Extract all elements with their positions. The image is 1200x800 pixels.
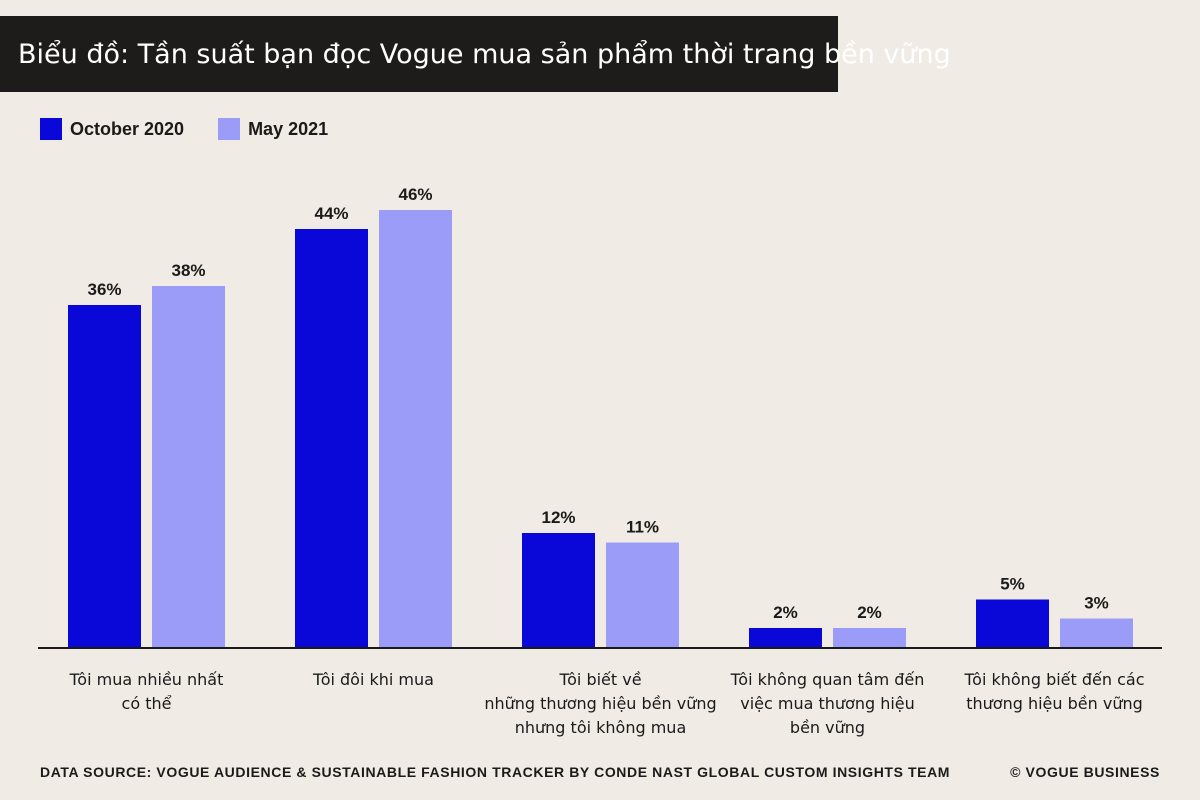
bar-may-2021-3 bbox=[606, 542, 679, 647]
data-label-may-2021-3: 11% bbox=[626, 518, 659, 537]
data-label-may-2021-1: 38% bbox=[171, 261, 205, 280]
data-label-may-2021-4: 2% bbox=[857, 603, 882, 622]
bar-october-2020-5 bbox=[976, 599, 1049, 647]
bar-may-2021-1 bbox=[152, 286, 225, 647]
data-label-october-2020-5: 5% bbox=[1000, 575, 1025, 594]
legend-item-october-2020: October 2020 bbox=[40, 118, 184, 140]
copyright-note: © VOGUE BUSINESS bbox=[1010, 764, 1160, 780]
category-label-3-line-1: Tôi biết về bbox=[558, 670, 641, 689]
legend-swatch-october-2020 bbox=[40, 118, 62, 140]
legend-label-may-2021: May 2021 bbox=[248, 118, 329, 139]
data-label-october-2020-3: 12% bbox=[541, 508, 575, 527]
category-label-5-line-2: thương hiệu bền vững bbox=[966, 694, 1143, 713]
bar-may-2021-4 bbox=[833, 628, 906, 647]
legend-swatch-may-2021 bbox=[218, 118, 241, 140]
bar-october-2020-1 bbox=[68, 305, 141, 647]
bar-october-2020-3 bbox=[522, 533, 595, 647]
category-label-2-line-1: Tôi đôi khi mua bbox=[312, 670, 434, 689]
legend-label-october-2020: October 2020 bbox=[70, 118, 185, 139]
category-label-5-line-1: Tôi không biết đến các bbox=[963, 670, 1144, 689]
category-label-1-line-1: Tôi mua nhiều nhất bbox=[69, 670, 224, 689]
data-label-october-2020-2: 44% bbox=[314, 204, 348, 223]
category-label-3-line-2: những thương hiệu bền vững bbox=[484, 694, 716, 713]
legend: October 2020 May 2021 bbox=[40, 118, 362, 140]
chart-title: Biểu đồ: Tần suất bạn đọc Vogue mua sản … bbox=[18, 38, 951, 70]
bar-may-2021-2 bbox=[379, 210, 452, 647]
title-bar: Biểu đồ: Tần suất bạn đọc Vogue mua sản … bbox=[0, 16, 951, 92]
data-label-october-2020-4: 2% bbox=[773, 603, 798, 622]
data-source-note: DATA SOURCE: VOGUE AUDIENCE & SUSTAINABL… bbox=[40, 764, 951, 780]
category-label-3-line-3: nhưng tôi không mua bbox=[515, 718, 687, 737]
bar-october-2020-4 bbox=[749, 628, 822, 647]
category-label-4-line-2: việc mua thương hiệu bbox=[740, 694, 915, 713]
data-label-october-2020-1: 36% bbox=[87, 280, 121, 299]
bar-may-2021-5 bbox=[1060, 618, 1133, 647]
legend-item-may-2021: May 2021 bbox=[218, 118, 328, 140]
data-label-may-2021-2: 46% bbox=[398, 185, 432, 204]
category-label-1-line-2: có thể bbox=[122, 694, 172, 713]
category-label-4-line-3: bền vững bbox=[790, 718, 865, 737]
bar-october-2020-2 bbox=[295, 229, 368, 647]
data-label-may-2021-5: 3% bbox=[1084, 594, 1109, 613]
category-label-4-line-1: Tôi không quan tâm đến bbox=[730, 670, 925, 689]
